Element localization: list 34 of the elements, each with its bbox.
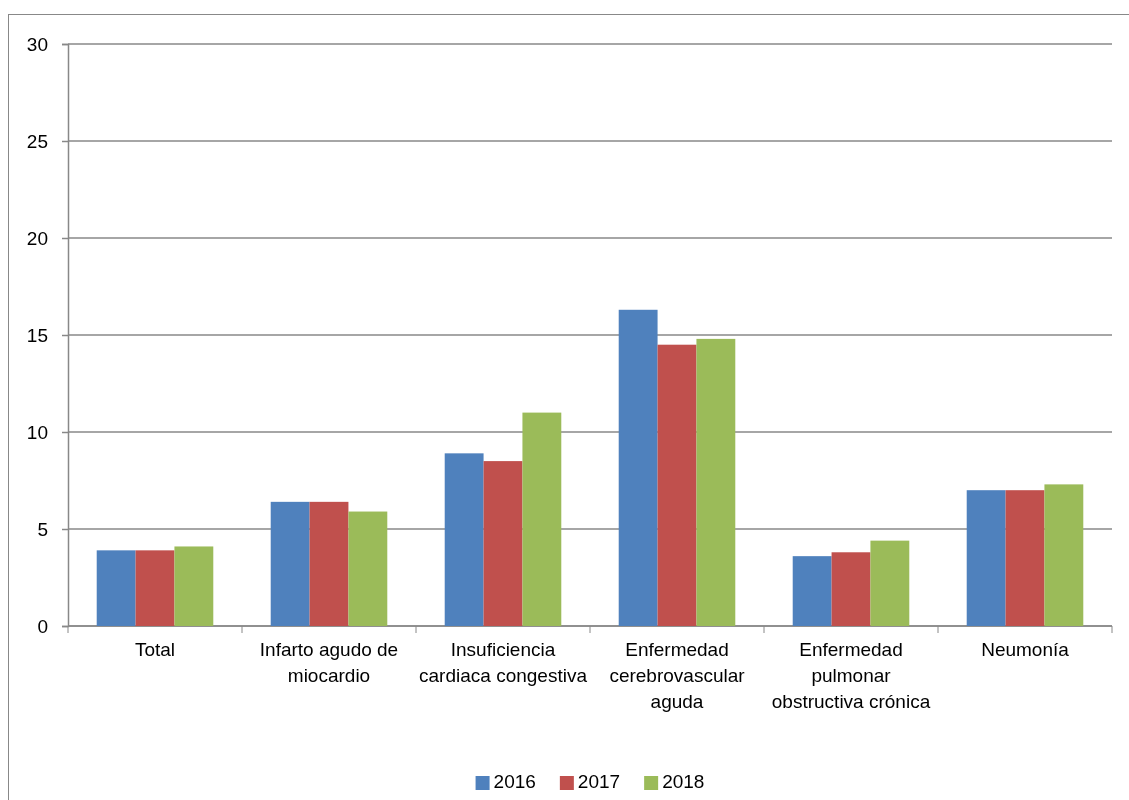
- y-tick-label: 25: [26, 130, 48, 152]
- y-tick-label: 30: [26, 33, 48, 55]
- y-tick-label: 5: [37, 518, 48, 540]
- bar: [870, 540, 910, 626]
- y-tick-label: 0: [37, 615, 48, 637]
- bar: [444, 453, 484, 626]
- x-tick-label: Total: [134, 639, 176, 660]
- bar: [1005, 490, 1045, 626]
- bar: [174, 546, 214, 626]
- bar: [966, 490, 1006, 626]
- bar: [135, 550, 175, 626]
- x-tick-label: Enfermedad cerebrovascular aguda: [609, 639, 746, 712]
- y-tick-label: 20: [26, 227, 48, 249]
- x-tick-label: Insuficiencia cardiaca congestiva: [419, 639, 588, 686]
- bar: [309, 501, 349, 626]
- bar: [792, 556, 832, 626]
- bar: [348, 511, 388, 626]
- x-tick-label: Neumonía: [981, 639, 1070, 660]
- bar: [483, 461, 523, 626]
- bar: [657, 344, 697, 626]
- bar: [270, 501, 310, 626]
- bar: [831, 552, 871, 626]
- bar: [696, 338, 736, 626]
- x-tick-label: Infarto agudo de miocardio: [259, 639, 399, 686]
- y-tick-label: 15: [26, 324, 48, 346]
- bar: [522, 412, 562, 626]
- bar: [1044, 484, 1084, 626]
- legend-label: 2018: [662, 771, 705, 792]
- bar: [96, 550, 136, 626]
- legend-label: 2017: [577, 771, 621, 792]
- bar: [618, 309, 658, 626]
- legend-label: 2016: [493, 771, 536, 792]
- x-tick-label: Enfermedad pulmonar obstructiva crónica: [771, 639, 931, 712]
- y-tick-label: 10: [26, 421, 48, 443]
